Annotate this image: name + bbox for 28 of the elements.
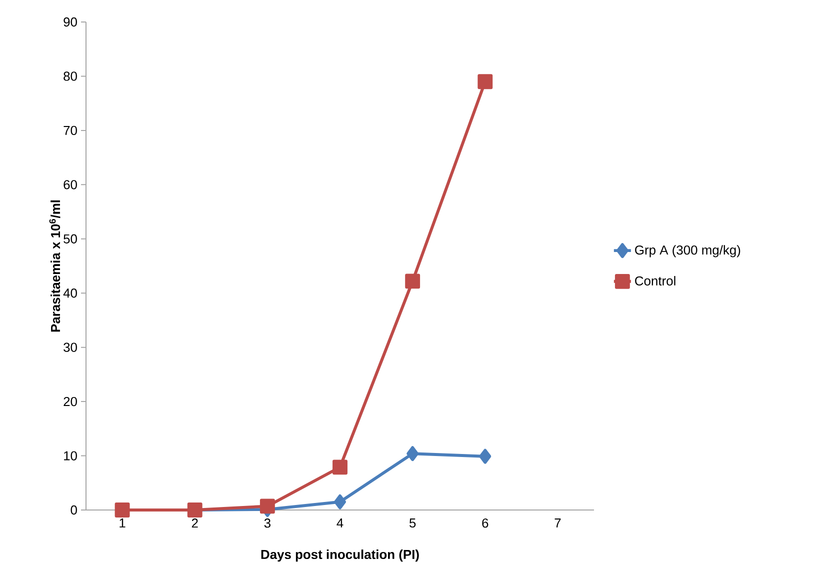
y-tick-label: 80 bbox=[64, 72, 77, 81]
x-tick-label: 6 bbox=[482, 518, 488, 528]
y-tick-label: 70 bbox=[64, 126, 77, 136]
y-tick-label: 50 bbox=[64, 234, 77, 244]
point bbox=[260, 498, 275, 514]
point bbox=[334, 494, 346, 510]
point bbox=[479, 448, 492, 464]
y-tick-label: 20 bbox=[64, 396, 77, 406]
point bbox=[332, 460, 348, 475]
x-tick-label: 7 bbox=[554, 518, 561, 528]
point bbox=[406, 446, 419, 462]
x-tick-label: 1 bbox=[120, 518, 126, 528]
point bbox=[405, 274, 420, 289]
y-tick-label: 60 bbox=[64, 180, 77, 190]
legend-label: Control bbox=[635, 276, 676, 286]
y-tick-label: 0 bbox=[70, 505, 77, 515]
y-tick-label: 10 bbox=[64, 451, 77, 460]
x-tick-label: 5 bbox=[409, 518, 416, 528]
x-tick-label: 3 bbox=[264, 518, 270, 528]
y-tick-label: 40 bbox=[63, 288, 77, 298]
y-tick-label: 30 bbox=[64, 342, 77, 352]
x-axis-title: Days post inoculation (PI) bbox=[261, 550, 419, 562]
x-tick-label: 2 bbox=[192, 518, 198, 528]
x-tick-label: 4 bbox=[336, 518, 344, 528]
legend-label: Grp A (300 mg/kg) bbox=[635, 245, 740, 258]
y-tick-label: 90 bbox=[64, 17, 77, 27]
point bbox=[478, 74, 493, 90]
y-axis-title: Parasitaemia x 10$^{6}$/ml bbox=[49, 200, 60, 332]
